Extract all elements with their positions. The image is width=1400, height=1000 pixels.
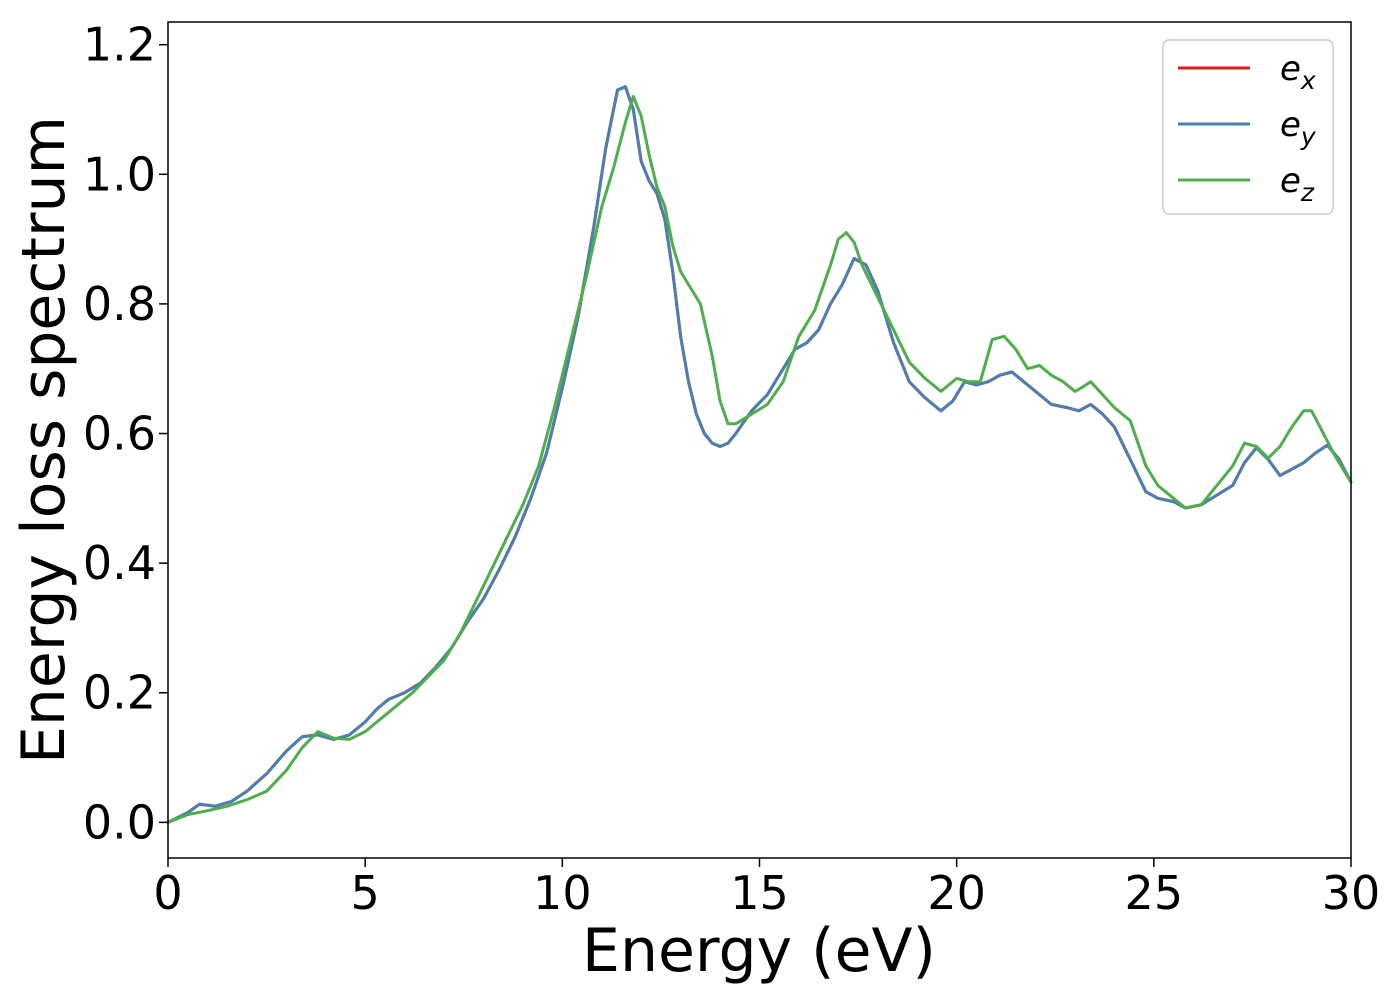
x-tick-label: 30 [1322,866,1381,920]
y-axis-ticks: 0.0 0.2 0.4 0.6 0.8 1.0 1.2 [83,18,168,849]
series-layer [166,85,1353,824]
x-axis-ticks: 0 5 10 15 20 25 30 [153,858,1380,920]
legend-label-x: ex [1280,49,1316,95]
y-tick-label: 1.0 [83,147,156,201]
legend-entries: ex ey ez [1178,49,1317,207]
x-tick-label: 25 [1125,866,1184,920]
legend: ex ey ez [1162,39,1334,215]
x-tick-label: 10 [533,866,592,920]
legend-label-y: ey [1280,105,1317,151]
y-tick-label: 0.0 [83,795,156,849]
series-line-z [166,95,1353,824]
x-axis-title: Energy (eV) [582,916,936,986]
y-tick-label: 0.6 [83,407,156,461]
y-axis-title: Energy loss spectrum [9,116,79,764]
legend-box [1162,39,1334,215]
y-tick-label: 0.4 [83,536,156,590]
series-line-y [166,85,1353,824]
legend-label-z: ez [1280,161,1315,207]
x-tick-label: 20 [927,866,986,920]
y-tick-label: 0.8 [83,277,156,331]
x-tick-label: 15 [730,866,789,920]
x-tick-label: 0 [153,866,182,920]
y-tick-label: 1.2 [83,18,156,72]
y-tick-label: 0.2 [83,666,156,720]
x-tick-label: 5 [351,866,380,920]
